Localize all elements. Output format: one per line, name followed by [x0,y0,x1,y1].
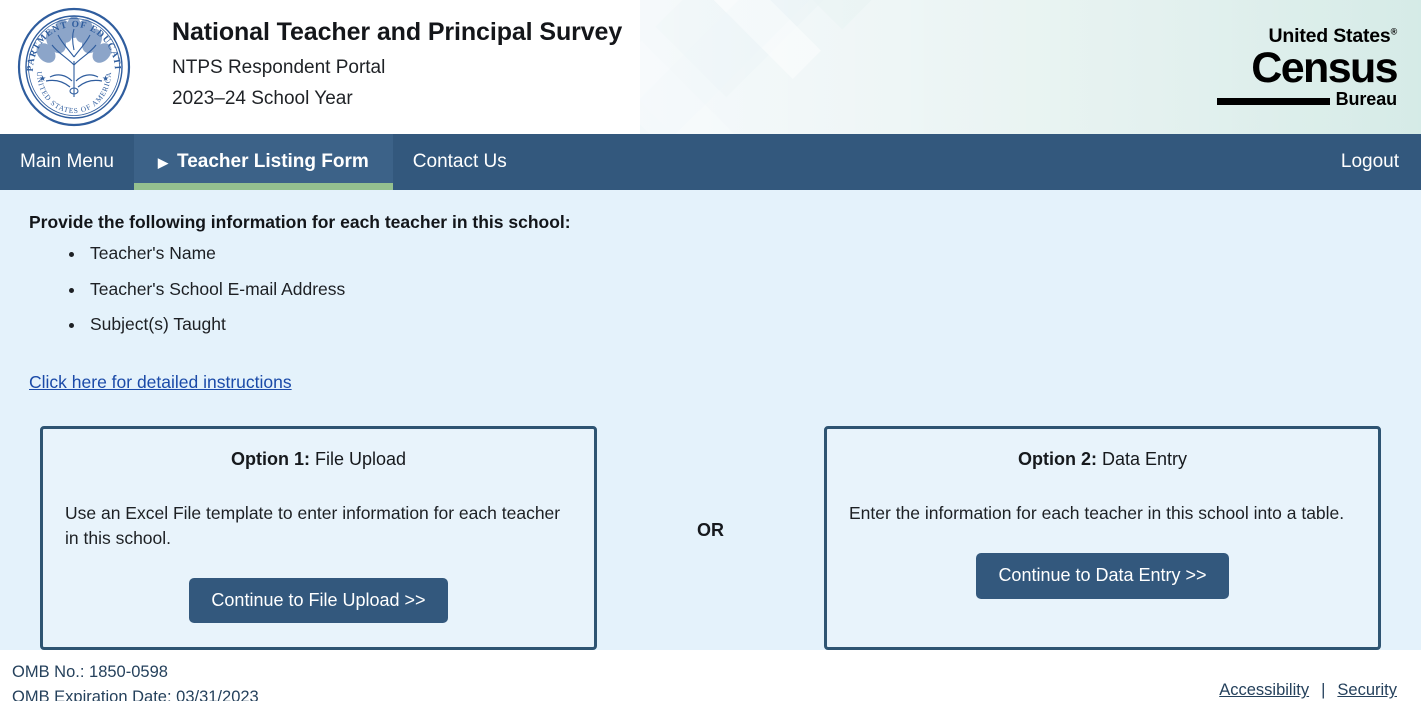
list-item: Teacher's School E-mail Address [69,280,1392,299]
nav-item-teacher-listing-form-label: Teacher Listing Form [177,151,369,172]
omb-expiration-date: OMB Expiration Date: 03/31/2023 [12,688,259,701]
census-logo-line1: United States® [1268,25,1398,47]
instructions-heading: Provide the following information for ea… [29,212,571,232]
school-year: 2023–24 School Year [172,87,353,109]
census-logo-line2: Census [1251,43,1398,92]
svg-text:★: ★ [39,74,46,83]
census-logo-rule: Bureau [1217,90,1397,108]
option-2-label: Option 2: [1017,448,1097,469]
detailed-instructions-link[interactable]: Click here for detailed instructions [29,371,292,392]
nav-item-contact-us[interactable]: Contact Us [393,134,527,190]
or-separator-label: OR [697,520,724,541]
option-1-title: Option 1: File Upload [65,449,572,471]
nav-item-teacher-listing-form[interactable]: ▶ Teacher Listing Form [134,134,393,190]
registered-trademark-icon: ® [1390,26,1398,37]
or-separator: OR [597,426,824,651]
list-item: Teacher's Name [69,244,1392,263]
nav-item-contact-us-label: Contact Us [412,151,507,172]
omb-info: OMB No.: 1850-0598 OMB Expiration Date: … [12,660,259,701]
footer-link-divider: | [1321,681,1326,700]
logout-button[interactable]: Logout [1319,134,1421,190]
main-navigation: Main Menu ▶ Teacher Listing Form Contact… [0,134,1421,190]
census-logo-line3: Bureau [1335,89,1398,110]
nav-item-main-menu-label: Main Menu [20,151,114,172]
svg-text:★: ★ [102,74,109,83]
option-1-file-upload-panel: Option 1: File Upload Use an Excel File … [40,425,597,651]
content-inner: Provide the following information for ea… [0,212,1421,651]
portal-subtitle: NTPS Respondent Portal [172,56,386,78]
header-titles: National Teacher and Principal Survey NT… [172,18,622,110]
option-2-data-entry-panel: Option 2: Data Entry Enter the informati… [824,425,1381,651]
site-header: DEPARTMENT OF EDUCATION UNITED STATES OF… [0,0,1421,134]
page-title: National Teacher and Principal Survey [172,18,623,46]
option-1-name: File Upload [314,448,407,469]
census-bureau-logo: United States® Census Bureau [1217,25,1399,108]
accessibility-link[interactable]: Accessibility [1219,681,1310,700]
option-1-label: Option 1: [230,448,310,469]
logout-label: Logout [1340,151,1399,172]
continue-to-file-upload-button[interactable]: Continue to File Upload >> [189,577,448,624]
option-2-name: Data Entry [1101,448,1188,469]
list-item: Subject(s) Taught [69,315,1392,334]
footer-links: Accessibility | Security [1219,681,1397,700]
options-row: Option 1: File Upload Use an Excel File … [29,425,1392,651]
nav-items-group: Main Menu ▶ Teacher Listing Form Contact… [0,134,527,190]
omb-number: OMB No.: 1850-0598 [12,663,168,682]
option-2-title: Option 2: Data Entry [849,449,1356,471]
nav-item-main-menu[interactable]: Main Menu [0,134,134,190]
site-footer: OMB No.: 1850-0598 OMB Expiration Date: … [0,650,1421,701]
option-1-description: Use an Excel File template to enter info… [65,503,561,548]
security-link[interactable]: Security [1337,681,1397,700]
department-of-education-seal-icon: DEPARTMENT OF EDUCATION UNITED STATES OF… [8,0,136,129]
required-info-list: Teacher's Name Teacher's School E-mail A… [29,244,1392,334]
main-content: Provide the following information for ea… [0,190,1421,651]
option-2-description: Enter the information for each teacher i… [849,503,1345,524]
census-logo-bar [1217,98,1330,106]
caret-right-icon: ▶ [158,154,168,170]
continue-to-data-entry-button[interactable]: Continue to Data Entry >> [976,552,1229,599]
